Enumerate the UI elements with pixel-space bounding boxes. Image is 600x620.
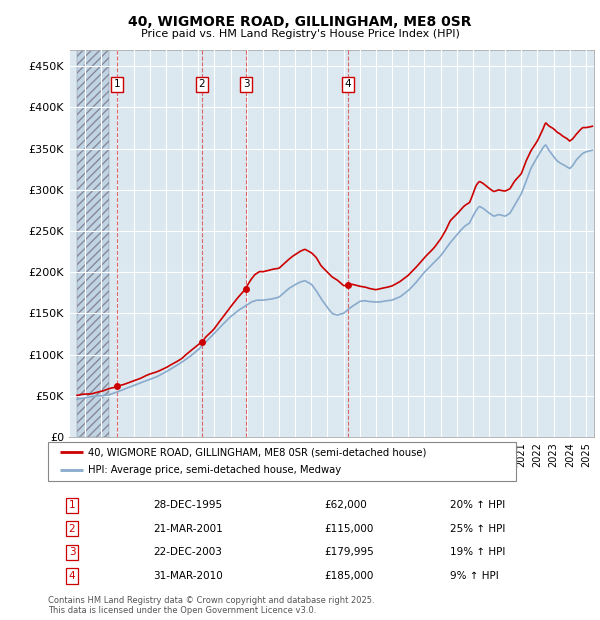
Text: Contains HM Land Registry data © Crown copyright and database right 2025.
This d: Contains HM Land Registry data © Crown c… [48,596,374,615]
Text: 4: 4 [68,571,76,581]
FancyBboxPatch shape [48,442,516,481]
Text: 3: 3 [68,547,76,557]
Text: £179,995: £179,995 [324,547,374,557]
Text: £115,000: £115,000 [324,524,373,534]
Text: 28-DEC-1995: 28-DEC-1995 [153,500,222,510]
Text: £62,000: £62,000 [324,500,367,510]
Text: 19% ↑ HPI: 19% ↑ HPI [450,547,505,557]
Text: 2: 2 [68,524,76,534]
Text: 2: 2 [199,79,205,89]
Text: 4: 4 [344,79,351,89]
Text: 9% ↑ HPI: 9% ↑ HPI [450,571,499,581]
Text: 25% ↑ HPI: 25% ↑ HPI [450,524,505,534]
Text: 20% ↑ HPI: 20% ↑ HPI [450,500,505,510]
Text: 1: 1 [68,500,76,510]
Text: 40, WIGMORE ROAD, GILLINGHAM, ME8 0SR (semi-detached house): 40, WIGMORE ROAD, GILLINGHAM, ME8 0SR (s… [88,448,426,458]
Text: 22-DEC-2003: 22-DEC-2003 [153,547,222,557]
Text: 21-MAR-2001: 21-MAR-2001 [153,524,223,534]
Text: 3: 3 [243,79,250,89]
Text: 40, WIGMORE ROAD, GILLINGHAM, ME8 0SR: 40, WIGMORE ROAD, GILLINGHAM, ME8 0SR [128,15,472,29]
Text: Price paid vs. HM Land Registry's House Price Index (HPI): Price paid vs. HM Land Registry's House … [140,29,460,39]
Text: HPI: Average price, semi-detached house, Medway: HPI: Average price, semi-detached house,… [88,465,341,475]
Text: £185,000: £185,000 [324,571,373,581]
Text: 31-MAR-2010: 31-MAR-2010 [153,571,223,581]
Text: 1: 1 [114,79,121,89]
